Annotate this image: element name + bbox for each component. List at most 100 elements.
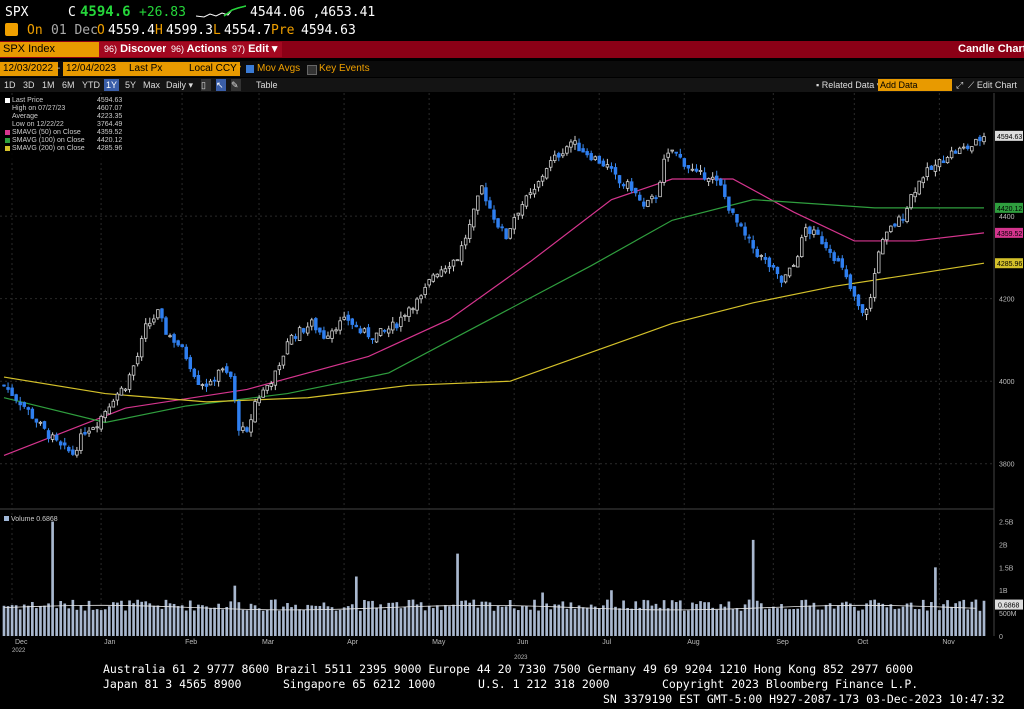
bloomberg-footer: Australia 61 2 9777 8600 Brazil 5511 239… [0, 660, 1024, 709]
edit-menu[interactable]: 97) Edit ▾ [227, 42, 283, 57]
candle-body [881, 239, 885, 255]
chart-type-icon[interactable]: ▯ [201, 79, 211, 91]
candle-body [686, 165, 691, 169]
volume-bar [970, 601, 974, 636]
tab-ytd[interactable]: YTD [82, 80, 100, 90]
candle-body [188, 357, 193, 370]
volume-bar [776, 608, 779, 636]
volume-bar [670, 600, 674, 636]
tab-1m[interactable]: 1M [42, 80, 55, 90]
candle-body [455, 259, 460, 262]
candle-body [953, 150, 958, 154]
tab-3d[interactable]: 3D [23, 80, 35, 90]
volume-bar [452, 604, 455, 636]
volume-bar [318, 606, 322, 636]
candle-body [565, 146, 569, 154]
candle-body [2, 384, 6, 387]
candle-body [982, 136, 986, 143]
candle-body [164, 317, 168, 335]
volume-bar [804, 599, 808, 636]
ticker-symbol[interactable]: SPX [5, 5, 29, 20]
candle-body [273, 370, 278, 386]
volume-bar [909, 602, 913, 636]
volume-bar [221, 609, 225, 636]
candle-body [937, 159, 942, 168]
tab-1y[interactable]: 1Y [104, 79, 120, 91]
volume-bar [707, 602, 710, 636]
candle-body [646, 199, 650, 207]
volume-bar [444, 604, 447, 636]
related-data-button[interactable]: ▪ Related Data ▾ [816, 80, 881, 90]
volume-bar [885, 607, 889, 636]
currency-select[interactable]: Local CCY [186, 62, 240, 76]
volume-bar [711, 607, 715, 636]
mov-avgs-label[interactable]: Mov Avgs [257, 63, 301, 74]
tab-1d[interactable]: 1D [4, 80, 16, 90]
volume-tick-label: 2.5B [999, 520, 1014, 527]
volume-bar [265, 609, 269, 636]
candle-body [293, 336, 298, 339]
tab-max[interactable]: Max [143, 80, 161, 90]
legend-swatch-last [5, 97, 10, 103]
candle-body [795, 256, 800, 268]
key-events-label[interactable]: Key Events [319, 63, 370, 74]
draw-icon[interactable]: ✎ [231, 79, 241, 91]
volume-bar [67, 608, 71, 636]
volume-bar [213, 607, 216, 636]
tab-6m[interactable]: 6M [62, 80, 75, 90]
volume-bar [367, 601, 370, 636]
volume-bar [91, 609, 95, 636]
candle-chart[interactable]: Dec Jan Feb Mar Apr May Jun Jul Aug Sep Oct Nov 2022… [0, 93, 1024, 660]
mov-avgs-checkbox[interactable] [246, 65, 254, 73]
candle-body [87, 430, 91, 434]
candle-body [945, 157, 950, 164]
frequency-select[interactable]: Daily ▾ [166, 80, 194, 90]
alert-icon[interactable] [5, 23, 18, 36]
candle-body [338, 320, 342, 331]
candle-body [508, 228, 512, 239]
zoom-icon[interactable]: ⤢ [956, 80, 964, 90]
tab-5y[interactable]: 5Y [125, 80, 137, 90]
volume-bar [881, 603, 885, 636]
volume-bar [715, 609, 719, 636]
candle-body [103, 411, 107, 419]
volume-bar [751, 539, 755, 636]
volume-bar [844, 601, 848, 636]
volume-bar [427, 605, 431, 636]
table-button[interactable]: Table [256, 80, 278, 90]
candle-body [791, 265, 796, 267]
currency-dropdown-icon[interactable]: ▾ [236, 63, 242, 74]
candle-body [589, 153, 593, 161]
actions-menu[interactable]: 96) Actions ▾ [166, 42, 241, 57]
candle-body [378, 328, 383, 336]
volume-bar [209, 608, 212, 636]
volume-bar [654, 603, 658, 636]
volume-bar [759, 603, 763, 636]
candle-body [63, 442, 67, 446]
right-axis-tags: 0.6868 4594.63 4420.12 4359.52 4285.96 [995, 130, 1023, 610]
candle-body [38, 421, 43, 424]
add-data-field[interactable]: Add Data [878, 79, 952, 91]
discover-menu[interactable]: 96) Discover ▾ [99, 42, 181, 57]
end-date-field[interactable]: 12/04/2023 [63, 62, 127, 76]
pre-value: 4594.63 [301, 23, 356, 38]
candle-body [621, 184, 626, 187]
edit-chart-button[interactable]: ⟋ Edit Chart [968, 80, 1017, 90]
high-label: H [155, 23, 163, 38]
pointer-icon[interactable]: ↖ [216, 79, 226, 91]
start-date-field[interactable]: 12/03/2022 [0, 62, 58, 76]
candle-body [743, 226, 747, 236]
key-events-checkbox[interactable] [307, 65, 317, 75]
candle-body [245, 427, 249, 432]
volume-bar [350, 604, 354, 636]
volume-bar [411, 599, 415, 636]
security-field[interactable]: SPX Index [0, 42, 100, 57]
price-field-select[interactable]: Last Px [126, 62, 186, 76]
volume-bar [658, 607, 662, 636]
volume-bar [261, 610, 265, 636]
candle-body [852, 286, 857, 297]
volume-bar [861, 609, 864, 636]
legend-sma100-label: SMAVG (100) on Close [12, 137, 85, 144]
volume-bar [691, 602, 694, 636]
volume-bar [128, 600, 131, 636]
